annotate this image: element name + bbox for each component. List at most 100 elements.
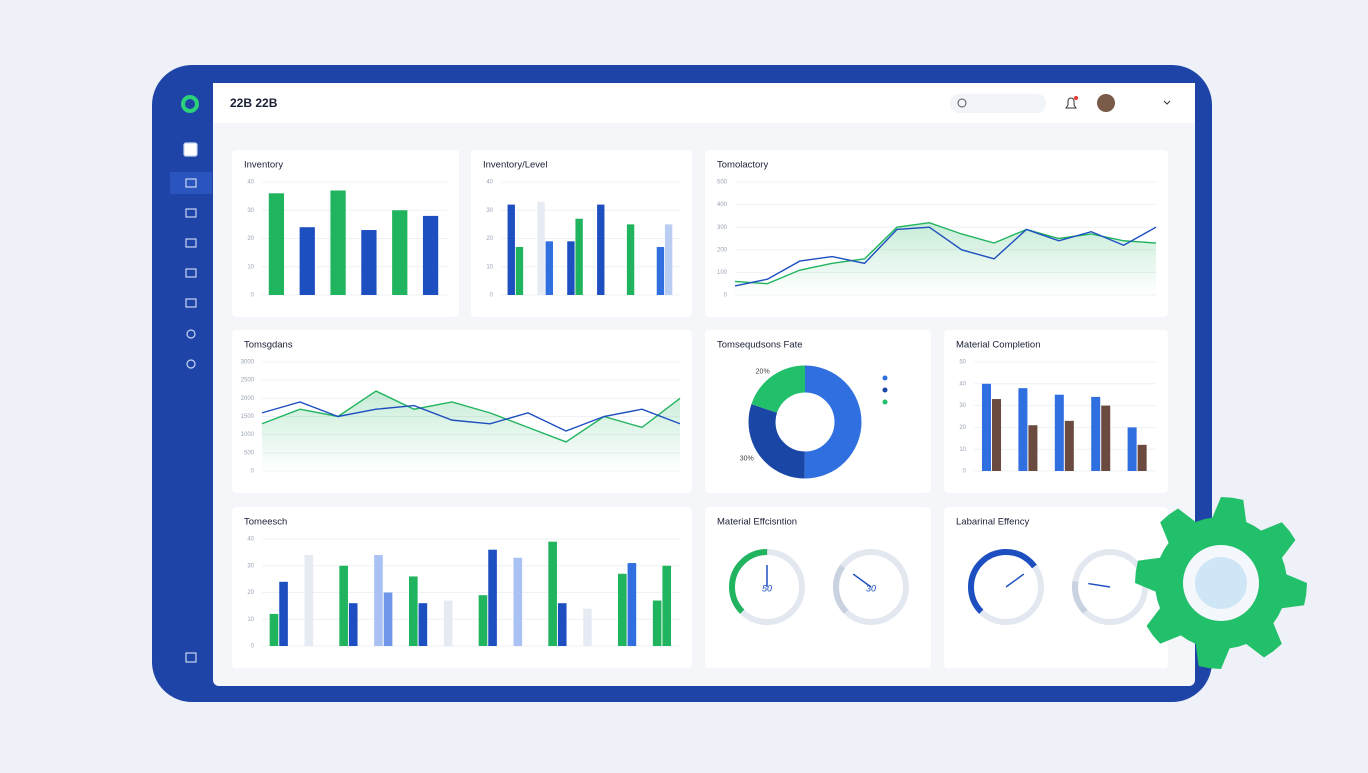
card-title: Labarinal Effency bbox=[956, 517, 1029, 528]
bar bbox=[339, 565, 348, 646]
bar bbox=[1028, 425, 1038, 471]
y-tick-label: 30 bbox=[959, 403, 966, 409]
legend-dot bbox=[882, 375, 888, 381]
bar bbox=[664, 224, 673, 295]
bar bbox=[557, 603, 567, 646]
bar bbox=[269, 613, 279, 646]
nav-icon[interactable] bbox=[185, 298, 197, 308]
y-tick-label: 2000 bbox=[241, 396, 255, 402]
dropdown-caret[interactable] bbox=[1163, 100, 1171, 105]
y-tick-label: 40 bbox=[959, 381, 966, 387]
bar bbox=[567, 241, 575, 295]
bar bbox=[1101, 405, 1111, 471]
bar bbox=[537, 201, 545, 295]
bell-icon[interactable] bbox=[1065, 97, 1077, 109]
bar bbox=[656, 246, 665, 295]
bar bbox=[652, 600, 662, 646]
y-tick-label: 500 bbox=[717, 180, 728, 186]
bar bbox=[575, 218, 583, 295]
y-tick-label: 1000 bbox=[241, 432, 255, 438]
top-bar bbox=[213, 83, 1195, 123]
bar bbox=[488, 549, 497, 646]
slice-label: 20% bbox=[756, 369, 770, 376]
y-tick-label: 500 bbox=[244, 450, 255, 456]
y-tick-label: 20 bbox=[486, 236, 493, 242]
bar bbox=[478, 595, 488, 646]
bar bbox=[279, 581, 288, 646]
bar bbox=[268, 193, 285, 295]
y-tick-label: 50 bbox=[959, 360, 966, 366]
legend-dot bbox=[882, 387, 888, 393]
bar bbox=[392, 210, 408, 295]
line bbox=[734, 226, 1157, 287]
y-tick-label: 40 bbox=[247, 537, 254, 543]
bar bbox=[330, 190, 346, 295]
bar bbox=[1064, 420, 1074, 471]
y-tick-label: 0 bbox=[724, 293, 728, 299]
y-tick-label: 0 bbox=[490, 293, 494, 299]
bar bbox=[982, 383, 992, 471]
y-tick-label: 0 bbox=[963, 469, 967, 475]
bar bbox=[583, 608, 592, 646]
avatar[interactable] bbox=[1097, 94, 1115, 112]
gauge-value: 30 bbox=[866, 583, 876, 593]
card-title: Tomeesch bbox=[244, 517, 287, 528]
gauge-needle bbox=[1088, 582, 1111, 588]
nav-icon[interactable] bbox=[185, 208, 197, 218]
bar bbox=[374, 555, 383, 646]
nav-icon[interactable] bbox=[183, 142, 198, 157]
bar bbox=[545, 241, 553, 295]
gauge-arc bbox=[1072, 549, 1148, 625]
bar bbox=[304, 555, 314, 646]
bar bbox=[418, 603, 428, 646]
y-tick-label: 30 bbox=[486, 208, 493, 214]
slice-label: 30% bbox=[740, 455, 754, 462]
badge bbox=[1074, 96, 1078, 100]
y-tick-label: 40 bbox=[486, 180, 493, 186]
search-icon bbox=[957, 98, 967, 108]
search-box[interactable] bbox=[950, 94, 1046, 113]
y-tick-label: 200 bbox=[717, 247, 728, 253]
card bbox=[944, 507, 1168, 668]
bar bbox=[597, 204, 605, 295]
bar bbox=[383, 592, 393, 646]
y-tick-label: 40 bbox=[247, 180, 254, 186]
gauge-needle bbox=[1005, 573, 1025, 588]
nav-icon[interactable] bbox=[186, 329, 196, 339]
y-tick-label: 30 bbox=[247, 208, 254, 214]
bar bbox=[515, 246, 524, 295]
y-tick-label: 20 bbox=[959, 425, 966, 431]
nav-icon[interactable] bbox=[185, 238, 197, 248]
bar bbox=[662, 565, 672, 646]
y-tick-label: 3000 bbox=[241, 360, 255, 366]
bar bbox=[626, 224, 635, 295]
nav-icon[interactable] bbox=[186, 359, 196, 369]
bar bbox=[617, 573, 627, 646]
bar bbox=[1018, 388, 1028, 471]
y-tick-label: 1500 bbox=[241, 414, 255, 420]
card-title: Tomsequdsons Fate bbox=[717, 340, 803, 351]
card bbox=[705, 507, 931, 668]
y-tick-label: 20 bbox=[247, 236, 254, 242]
y-tick-label: 20 bbox=[247, 590, 254, 596]
y-tick-label: 30 bbox=[247, 563, 254, 569]
nav-active bbox=[170, 172, 212, 194]
card-title: Material Completion bbox=[956, 340, 1040, 351]
donut-slice bbox=[748, 365, 862, 479]
y-tick-label: 0 bbox=[251, 293, 255, 299]
nav-icon[interactable] bbox=[185, 268, 197, 278]
card-title: Material Effcisntion bbox=[717, 517, 797, 528]
y-tick-label: 10 bbox=[959, 447, 966, 453]
bar bbox=[507, 204, 515, 295]
gauge-arc bbox=[968, 549, 1044, 625]
bar bbox=[408, 576, 418, 646]
bar bbox=[627, 563, 637, 646]
y-tick-label: 2500 bbox=[241, 378, 255, 384]
bar bbox=[348, 603, 358, 646]
line bbox=[734, 221, 1157, 285]
nav-home[interactable] bbox=[185, 652, 197, 663]
nav-icon[interactable] bbox=[185, 178, 197, 188]
y-tick-label: 10 bbox=[247, 264, 254, 270]
